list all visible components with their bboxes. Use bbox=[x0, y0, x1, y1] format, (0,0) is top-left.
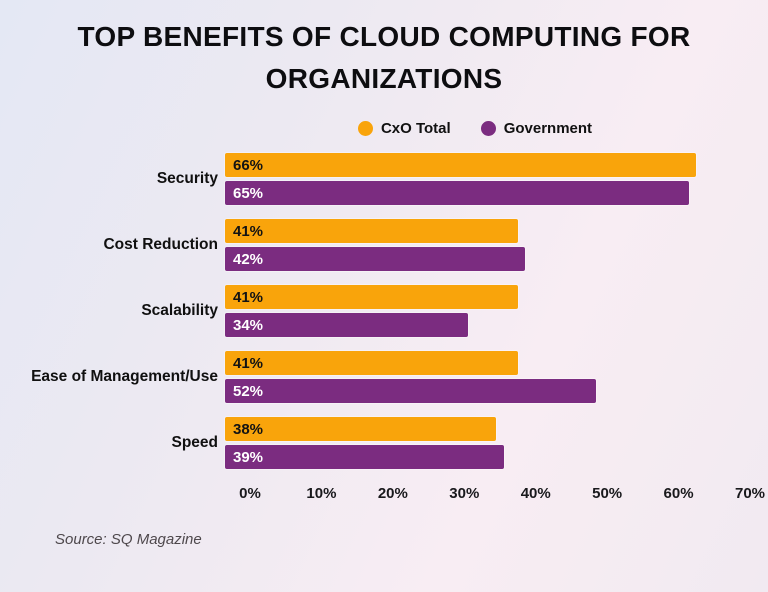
bar-cxo-total: 41% bbox=[225, 351, 518, 375]
legend-item-government: Government bbox=[480, 120, 593, 137]
x-axis-tick: 50% bbox=[592, 485, 623, 502]
bar-value-label: 42% bbox=[233, 250, 264, 268]
category-label-cost-reduction: Cost Reduction bbox=[103, 236, 218, 253]
bar-government: 34% bbox=[225, 313, 468, 337]
bar-government: 39% bbox=[225, 445, 504, 469]
source-text: Source: SQ Magazine bbox=[55, 531, 202, 548]
infographic: TOP BENEFITS OF CLOUD COMPUTING FOR ORGA… bbox=[0, 16, 768, 548]
bar-value-label: 38% bbox=[233, 420, 264, 438]
bar-government: 65% bbox=[225, 181, 690, 205]
bar-value-label: 66% bbox=[233, 156, 264, 174]
bar-cxo-total: 41% bbox=[225, 285, 518, 309]
bar-value-label: 41% bbox=[233, 222, 264, 240]
bar-chart: Security 66% 65% Cost Reduction 41% 42% Scalab… bbox=[25, 153, 765, 503]
page-title: TOP BENEFITS OF CLOUD COMPUTING FOR ORGA… bbox=[77, 21, 691, 94]
category-label-speed: Speed bbox=[171, 434, 218, 451]
chart-row: Speed 38% 39% bbox=[25, 417, 725, 469]
bar-value-label: 41% bbox=[233, 354, 264, 372]
x-axis-tick: 70% bbox=[734, 485, 766, 502]
chart-row: Scalability 41% 34% bbox=[25, 285, 725, 337]
bar-value-label: 41% bbox=[233, 288, 264, 306]
x-axis-tick: 40% bbox=[520, 485, 551, 502]
legend-item-cxo-total: CxO Total bbox=[357, 120, 451, 137]
legend-label-cxo-total: CxO Total bbox=[380, 120, 451, 137]
x-axis-tick: 30% bbox=[449, 485, 480, 502]
category-label-security: Security bbox=[156, 170, 218, 187]
x-axis-tick: 20% bbox=[377, 485, 408, 502]
x-axis-tick: 60% bbox=[663, 485, 694, 502]
legend: CxO Total Government bbox=[225, 120, 725, 137]
bar-group: 66% 65% bbox=[225, 153, 725, 205]
chart-row: Ease of Management/Use 41% 52% bbox=[25, 351, 725, 403]
x-axis-tick: 10% bbox=[306, 485, 337, 502]
bar-value-label: 39% bbox=[233, 448, 264, 466]
x-axis: 0% 10% 20% 30% 40% 50% 60% 70% bbox=[239, 483, 765, 503]
x-axis-tick: 0% bbox=[239, 485, 261, 502]
bar-group: 41% 52% bbox=[225, 351, 725, 403]
bar-group: 41% 34% bbox=[225, 285, 725, 337]
chart-row: Cost Reduction 41% 42% bbox=[25, 219, 725, 271]
bar-cxo-total: 66% bbox=[225, 153, 697, 177]
bar-cxo-total: 38% bbox=[225, 417, 497, 441]
bar-value-label: 52% bbox=[233, 382, 264, 400]
government-swatch-icon bbox=[480, 121, 496, 136]
bar-government: 52% bbox=[225, 379, 597, 403]
category-label-ease-of-management-use: Ease of Management/Use bbox=[31, 368, 218, 385]
chart-rows: Security 66% 65% Cost Reduction 41% 42% Scalab… bbox=[25, 153, 725, 469]
bar-value-label: 34% bbox=[233, 316, 264, 334]
chart-row: Security 66% 65% bbox=[25, 153, 725, 205]
bar-group: 41% 42% bbox=[225, 219, 725, 271]
bar-government: 42% bbox=[225, 247, 525, 271]
bar-value-label: 65% bbox=[233, 184, 264, 202]
legend-label-government: Government bbox=[503, 120, 593, 137]
category-label-scalability: Scalability bbox=[141, 302, 218, 319]
cxo-total-swatch-icon bbox=[357, 121, 373, 136]
bar-cxo-total: 41% bbox=[225, 219, 518, 243]
bar-group: 38% 39% bbox=[225, 417, 725, 469]
